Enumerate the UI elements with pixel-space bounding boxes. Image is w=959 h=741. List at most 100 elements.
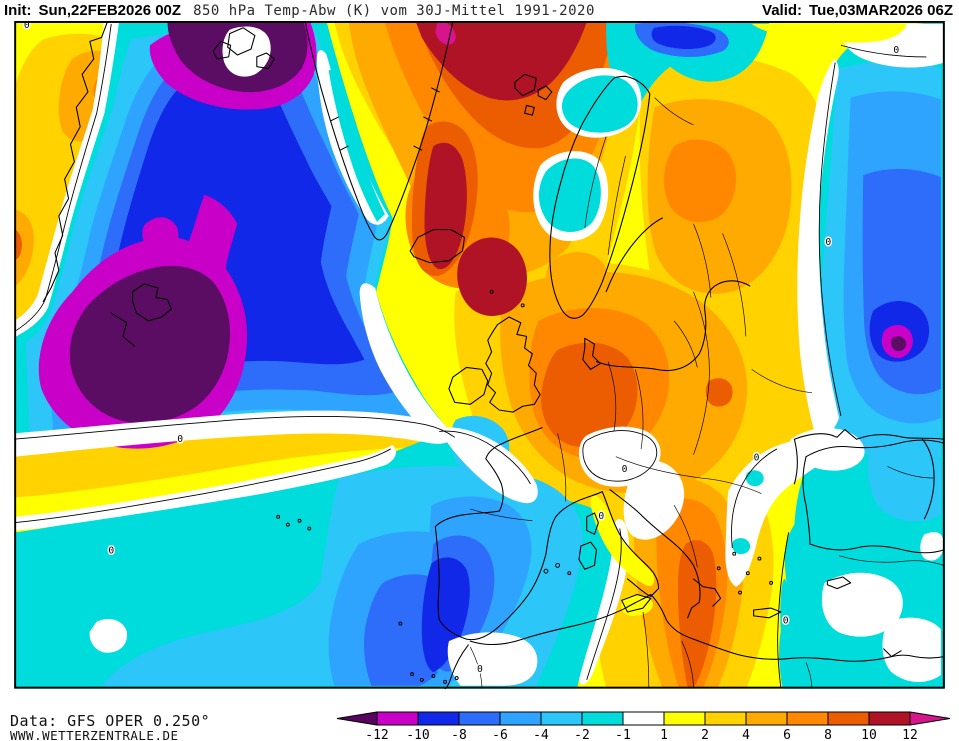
zero-anomaly-bands-part bbox=[439, 427, 538, 504]
legend-tick-label: 4 bbox=[742, 728, 750, 741]
zero-contour-lines bbox=[14, 23, 927, 688]
cold-field-south bbox=[14, 415, 624, 689]
cold-field-east-part bbox=[867, 451, 941, 522]
legend-swatch bbox=[499, 711, 542, 726]
zero-anomaly-bands-part bbox=[538, 158, 601, 233]
small-islands-part bbox=[567, 571, 572, 576]
country-borders-part bbox=[673, 320, 698, 368]
coastlines-part bbox=[805, 439, 945, 458]
small-islands-part bbox=[757, 556, 762, 561]
legend-swatch bbox=[868, 711, 911, 726]
small-islands-part bbox=[489, 289, 494, 294]
zero-anomaly-bands-part bbox=[359, 283, 453, 438]
small-islands-part bbox=[276, 514, 281, 519]
coastlines-part bbox=[132, 283, 172, 322]
color-scale-legend: -12 -10 -8 -6 -4 -2 -1 1 2 4 6 8 10 12 bbox=[336, 711, 951, 741]
coastlines-part bbox=[582, 337, 601, 370]
cold-field-south-part bbox=[421, 557, 470, 673]
website-label: WWW.WETTERZENTRALE.DE bbox=[10, 728, 179, 741]
country-borders-part bbox=[673, 505, 698, 568]
small-islands-part bbox=[297, 518, 302, 523]
small-islands-part bbox=[745, 571, 750, 576]
country-borders-part bbox=[607, 155, 626, 255]
legend-tick-label: 8 bbox=[824, 728, 832, 741]
zero-contour-label: 0 bbox=[24, 21, 30, 31]
zero-contour-label: 0 bbox=[177, 434, 183, 445]
small-islands-part bbox=[454, 676, 459, 680]
map-frame bbox=[14, 21, 945, 689]
coastlines-part bbox=[227, 27, 256, 56]
country-borders-part bbox=[654, 97, 694, 126]
zero-anomaly-bands-part bbox=[920, 532, 944, 561]
coastlines-part bbox=[601, 491, 660, 597]
country-borders-part bbox=[557, 433, 567, 502]
legend-tick-label: -2 bbox=[574, 728, 590, 741]
zero-contour-lines-part bbox=[731, 448, 778, 548]
legend-swatch bbox=[622, 711, 665, 726]
legend-tick-label: -12 bbox=[365, 728, 388, 741]
small-islands-part bbox=[543, 568, 549, 574]
zero-contour-lines-part bbox=[840, 44, 927, 58]
coastlines-part bbox=[802, 456, 811, 545]
warm-anomaly-cores bbox=[14, 21, 826, 688]
warm-anomaly-cores-part bbox=[541, 342, 638, 448]
legend-swatch bbox=[417, 711, 460, 726]
small-islands-part bbox=[398, 621, 403, 626]
zero-contour-label: 0 bbox=[598, 511, 604, 522]
coastlines-part bbox=[448, 366, 489, 405]
legend-swatch bbox=[786, 711, 829, 726]
country-borders-part bbox=[751, 369, 812, 393]
coastlines-part bbox=[434, 427, 603, 641]
coastlines-part bbox=[793, 428, 945, 440]
warm-anomaly-patches-part bbox=[732, 538, 751, 555]
zero-contour-label: 0 bbox=[477, 664, 483, 675]
legend-tick-label: -10 bbox=[406, 728, 429, 741]
coastlines-part bbox=[578, 541, 597, 570]
anomaly-map: 0 0 0 0 0 0 0 0 0 0 bbox=[14, 21, 945, 690]
country-borders-part bbox=[584, 136, 607, 228]
title-bar: Init: Sun,22FEB2026 00Z 850 hPa Temp-Abw… bbox=[0, 0, 959, 21]
legend-tick-label: 2 bbox=[701, 728, 709, 741]
zero-contour-lines-part bbox=[818, 62, 842, 417]
warm-anomaly-cores-part bbox=[14, 423, 438, 498]
cold-field-east-part bbox=[651, 25, 716, 49]
coastlines-part bbox=[692, 578, 722, 607]
zero-anomaly-bands-part bbox=[797, 58, 840, 444]
legend-swatch bbox=[663, 711, 706, 726]
small-islands-part bbox=[443, 679, 447, 684]
coastlines-part bbox=[514, 73, 553, 116]
small-islands-part bbox=[769, 580, 774, 585]
legend-tick-label: 1 bbox=[660, 728, 668, 741]
cold-field-west-part bbox=[142, 217, 179, 254]
coastlines-part bbox=[826, 576, 852, 590]
small-islands-part bbox=[520, 303, 525, 308]
coastlines-part bbox=[549, 75, 651, 319]
country-borders-part bbox=[805, 662, 813, 689]
small-islands-part bbox=[738, 590, 742, 595]
country-borders-part bbox=[838, 555, 944, 566]
small-islands-part bbox=[410, 672, 414, 677]
legend-tick-label: 6 bbox=[783, 728, 791, 741]
legend-tick-label: 10 bbox=[861, 728, 877, 741]
legend-tick-label: -6 bbox=[492, 728, 508, 741]
coastlines-part bbox=[605, 217, 663, 293]
warm-anomaly-cores-part bbox=[663, 139, 736, 223]
map-canvas: 0 0 0 0 0 0 0 0 0 0 bbox=[0, 21, 959, 709]
cold-field-south-part bbox=[447, 632, 538, 686]
small-islands-part bbox=[285, 522, 290, 527]
coastlines-part bbox=[883, 648, 902, 658]
country-borders-part bbox=[887, 466, 935, 479]
warm-anomaly-cores-part bbox=[424, 142, 467, 270]
zero-anomaly-bands-part bbox=[790, 428, 865, 471]
coastlines-part bbox=[409, 229, 465, 264]
country-borders-part bbox=[470, 508, 533, 522]
legend-swatch bbox=[704, 711, 747, 726]
warm-anomaly-cores-part bbox=[677, 540, 717, 688]
coastlines bbox=[42, 21, 945, 690]
zero-anomaly-bands bbox=[14, 21, 944, 685]
warm-anomaly-cores-part bbox=[435, 21, 456, 45]
valid-label: Valid: bbox=[762, 2, 803, 19]
coastlines-part bbox=[595, 280, 751, 372]
coastlines-part bbox=[256, 52, 275, 70]
